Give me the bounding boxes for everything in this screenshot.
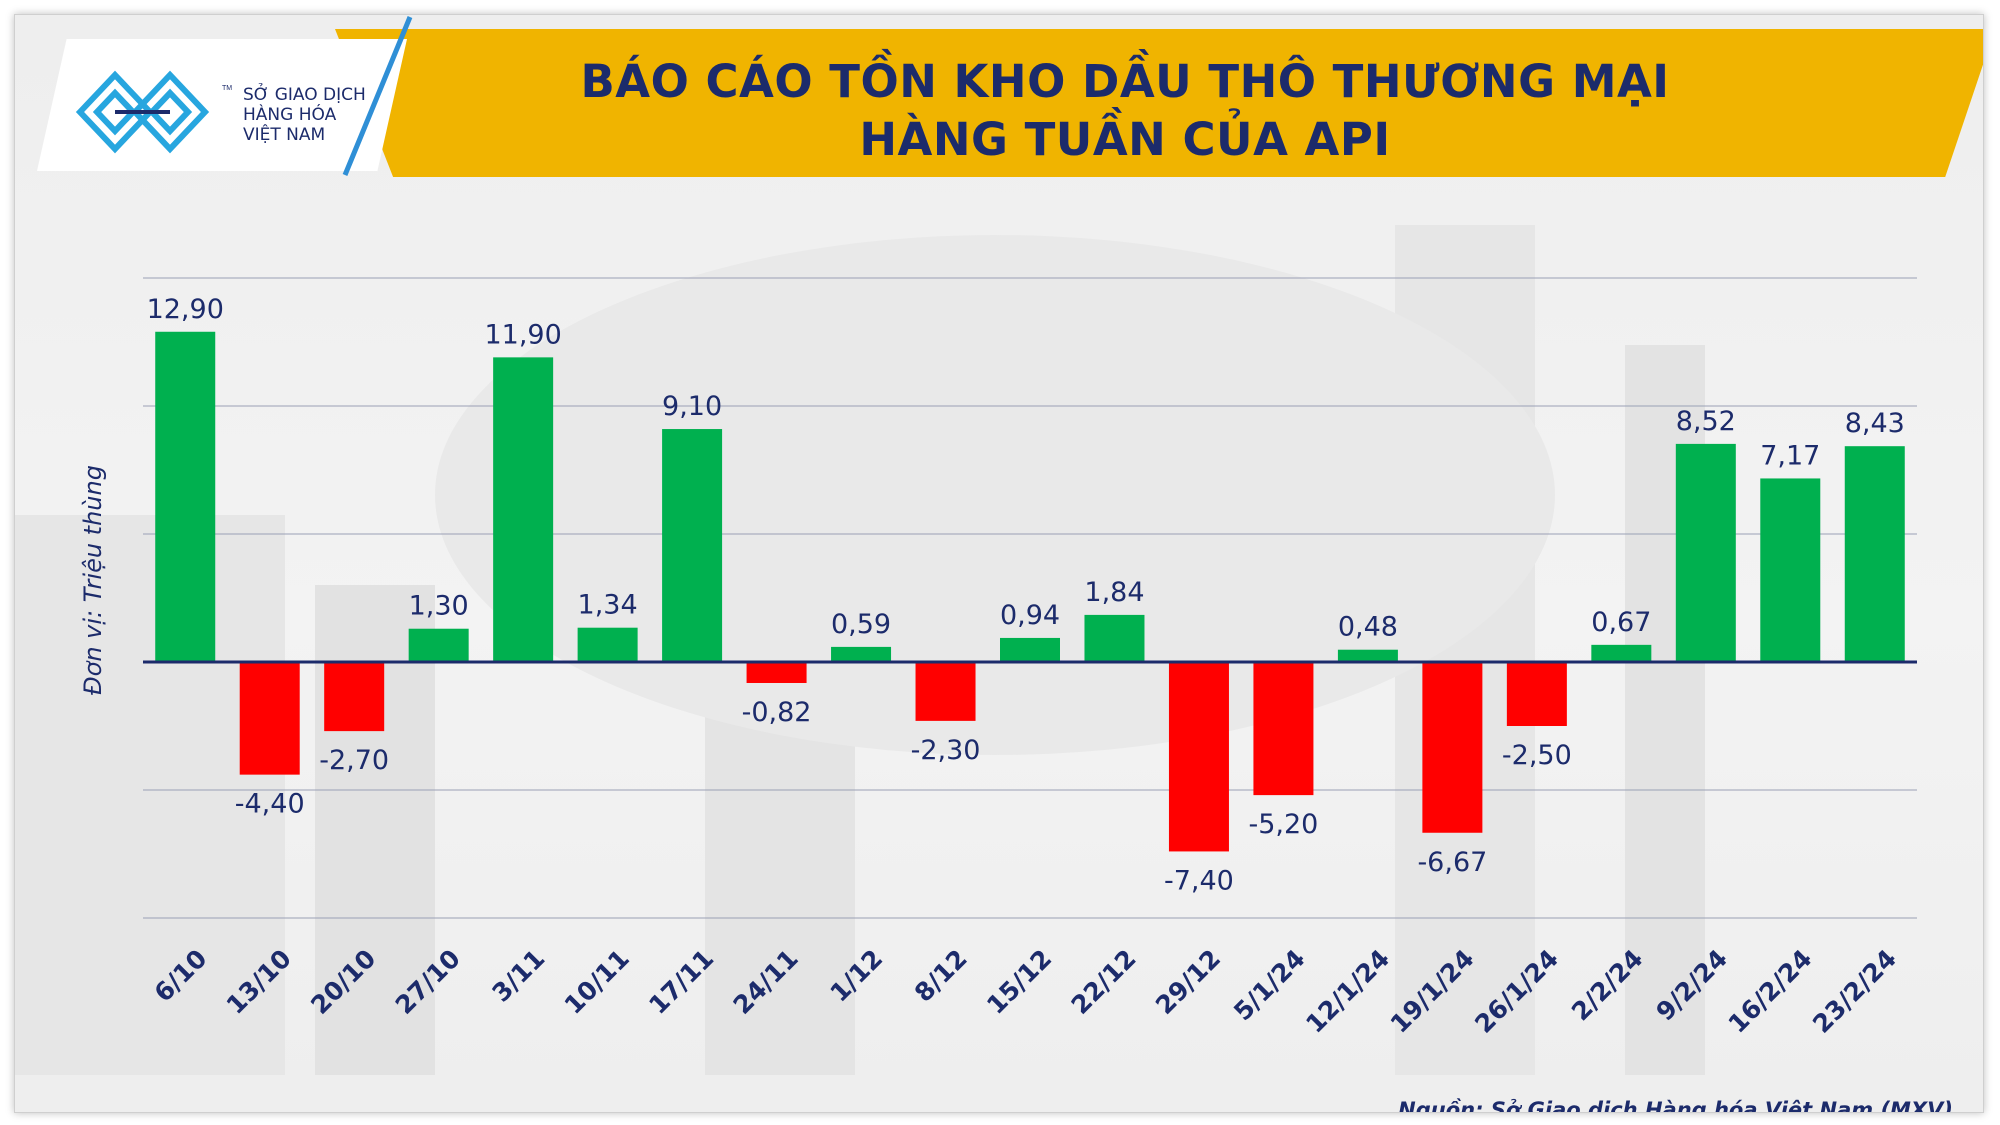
bar-chart: 12,90 -4,40 -2,70 1,30 11,90 1,34 9,10 -0,82 0,5… xyxy=(143,277,1917,1039)
x-tick-label: 12/1/24 xyxy=(1300,944,1395,1039)
data-label: -2,70 xyxy=(319,745,389,776)
x-tick-label: 9/2/24 xyxy=(1650,944,1733,1027)
bar-29-12 xyxy=(1168,662,1229,852)
bar-5-1-24 xyxy=(1253,662,1314,796)
x-tick-label: 2/2/24 xyxy=(1566,944,1649,1027)
bar-20-10 xyxy=(324,662,385,732)
data-label: 0,67 xyxy=(1591,607,1651,638)
data-label: -0,82 xyxy=(742,697,812,728)
x-tick-label: 10/11 xyxy=(559,944,635,1020)
data-label: 1,34 xyxy=(578,590,638,621)
data-label: 8,52 xyxy=(1676,406,1736,437)
x-tick-label: 15/12 xyxy=(981,944,1057,1020)
data-label: -2,30 xyxy=(911,735,981,766)
x-tick-label: 8/12 xyxy=(909,944,973,1008)
logo-stripe xyxy=(348,54,397,166)
logo-text-line-3: VIỆT NAM xyxy=(243,125,326,145)
data-label: 0,48 xyxy=(1338,612,1398,643)
bar-22-12 xyxy=(1084,614,1145,662)
bar-10-11 xyxy=(577,627,638,662)
logo-text-line-2: HÀNG HÓA xyxy=(243,105,337,125)
bar-8-12 xyxy=(915,662,976,721)
x-tick-label: 27/10 xyxy=(390,944,466,1020)
bar-16-2-24 xyxy=(1760,478,1821,662)
x-tick-label: 19/1/24 xyxy=(1385,944,1480,1039)
x-axis-tick-labels: 6/10 13/10 20/10 27/10 3/11 10/11 17/11 24/11 1/… xyxy=(149,944,1902,1039)
data-label: 9,10 xyxy=(662,391,722,422)
bar-15-12 xyxy=(1000,637,1060,662)
bar-12-1-24 xyxy=(1337,649,1398,662)
x-tick-label: 24/11 xyxy=(728,944,804,1020)
logo-accent-stripes xyxy=(342,16,413,176)
source-note: Nguồn: Sở Giao dịch Hàng hóa Việt Nam (M… xyxy=(1398,1098,1953,1113)
y-axis-label: Đơn vị: Triệu thùng xyxy=(79,465,107,695)
data-label: -2,50 xyxy=(1502,740,1572,771)
x-tick-label: 17/11 xyxy=(643,944,719,1020)
title-banner xyxy=(335,29,1983,177)
data-label: 11,90 xyxy=(484,319,561,350)
logo-trademark: TM xyxy=(222,85,233,92)
bar-19-1-24 xyxy=(1422,662,1483,833)
x-tick-label: 20/10 xyxy=(305,944,381,1020)
data-label: 0,59 xyxy=(831,609,891,640)
gridlines xyxy=(143,277,1917,919)
data-label: -6,67 xyxy=(1417,847,1487,878)
bar-23-2-24 xyxy=(1844,446,1905,662)
bar-17-11 xyxy=(662,429,723,662)
logo-text-line-1: SỞ GIAO DỊCH xyxy=(243,85,366,105)
bg-pillar xyxy=(15,515,285,1075)
data-label: -7,40 xyxy=(1164,865,1234,896)
data-label: 1,84 xyxy=(1084,577,1144,608)
chart-title-line-1: BÁO CÁO TỒN KHO DẦU THÔ THƯƠNG MẠI xyxy=(580,55,1670,108)
bar-9-2-24 xyxy=(1675,443,1736,662)
x-tick-label: 5/1/24 xyxy=(1228,944,1311,1027)
logo-icon xyxy=(75,70,210,154)
x-tick-label: 23/2/24 xyxy=(1807,944,1902,1039)
x-tick-label: 1/12 xyxy=(824,944,888,1008)
x-tick-label: 22/12 xyxy=(1066,944,1142,1020)
data-label: 7,17 xyxy=(1760,440,1820,471)
data-label: -4,40 xyxy=(235,789,305,820)
bar-26-1-24 xyxy=(1506,662,1567,726)
data-label: 8,43 xyxy=(1845,408,1905,439)
logo-card xyxy=(37,39,407,171)
x-tick-label: 29/12 xyxy=(1150,944,1226,1020)
data-labels: 12,90 -4,40 -2,70 1,30 11,90 1,34 9,10 -0,82 0,5… xyxy=(147,294,1905,897)
bar-27-10 xyxy=(408,628,469,662)
data-label: 12,90 xyxy=(147,294,224,325)
x-tick-label: 16/2/24 xyxy=(1723,944,1818,1039)
bars xyxy=(155,331,1905,852)
chart-frame: BÁO CÁO TỒN KHO DẦU THÔ THƯƠNG MẠI HÀNG … xyxy=(14,14,1984,1113)
x-tick-label: 6/10 xyxy=(149,944,213,1008)
chart-title-line-2: HÀNG TUẦN CỦA API xyxy=(859,113,1391,166)
bar-24-11 xyxy=(746,662,807,683)
logo-text: SỞ GIAO DỊCH HÀNG HÓA VIỆT NAM xyxy=(243,85,413,145)
data-label: 0,94 xyxy=(1000,600,1060,631)
bar-3-11 xyxy=(493,357,554,662)
bar-2-2-24 xyxy=(1591,644,1652,662)
x-tick-label: 3/11 xyxy=(487,944,551,1008)
bar-1-12 xyxy=(831,646,892,662)
bar-13-10 xyxy=(239,662,300,775)
data-label: 1,30 xyxy=(409,591,469,622)
data-label: -5,20 xyxy=(1248,809,1318,840)
bar-6-10 xyxy=(155,331,216,662)
x-tick-label: 13/10 xyxy=(221,944,297,1020)
x-tick-label: 26/1/24 xyxy=(1469,944,1564,1039)
